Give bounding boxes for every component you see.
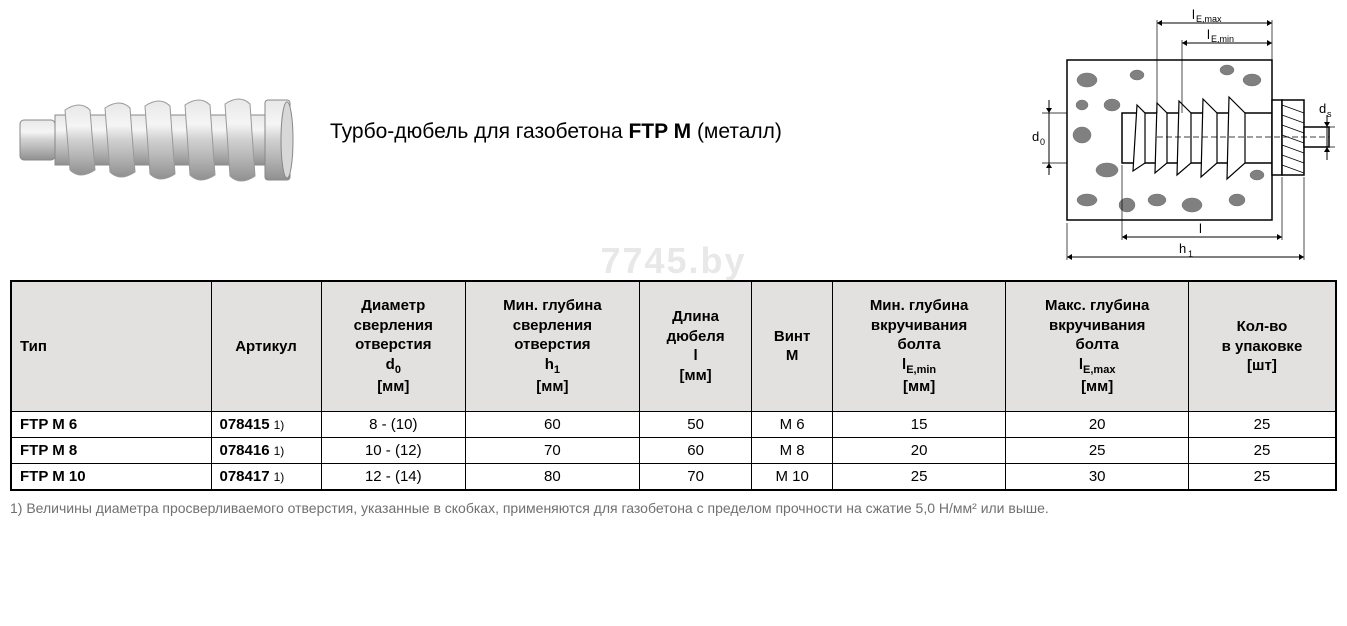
- cell-screw-max: 20: [1006, 411, 1188, 437]
- label-ds-sub: s: [1327, 109, 1332, 119]
- cell-qty: 25: [1188, 437, 1336, 463]
- label-le-max: l: [1192, 7, 1195, 22]
- header-qty: Кол-вов упаковке[шт]: [1188, 281, 1336, 411]
- cell-dowel-len: 60: [639, 437, 752, 463]
- spec-table-container: Тип Артикул Диаметрсверленияотверстияd0[…: [0, 280, 1347, 491]
- cell-dowel-len: 70: [639, 463, 752, 490]
- cell-drill-dia: 8 - (10): [321, 411, 466, 437]
- header-dowel-len: Длинадюбеляl[мм]: [639, 281, 752, 411]
- cell-screw-min: 25: [832, 463, 1006, 490]
- cell-screw-min: 20: [832, 437, 1006, 463]
- header-drill-dia: Диаметрсверленияотверстияd0[мм]: [321, 281, 466, 411]
- label-d0-sub: 0: [1040, 137, 1045, 147]
- table-header-row: Тип Артикул Диаметрсверленияотверстияd0[…: [11, 281, 1336, 411]
- header-screw-min: Мин. глубинавкручиванияболтаlE,min[мм]: [832, 281, 1006, 411]
- watermark: 7745.by: [600, 240, 746, 282]
- footnote: 1) Величины диаметра просверливаемого от…: [0, 491, 1347, 527]
- cell-type: FTP M 6: [11, 411, 211, 437]
- cell-screw: M 8: [752, 437, 832, 463]
- cell-dowel-len: 50: [639, 411, 752, 437]
- product-model: FTP M: [628, 120, 691, 143]
- cell-type: FTP M 8: [11, 437, 211, 463]
- label-h1: h: [1179, 241, 1186, 256]
- cell-drill-dia: 12 - (14): [321, 463, 466, 490]
- table-row: FTP M 6 0784151) 8 - (10) 60 50 M 6 15 2…: [11, 411, 1336, 437]
- cell-screw: M 6: [752, 411, 832, 437]
- technical-drawing: l E,max l E,min d 0 d s: [1027, 5, 1337, 265]
- cell-screw-max: 25: [1006, 437, 1188, 463]
- table-row: FTP M 8 0784161) 10 - (12) 70 60 M 8 20 …: [11, 437, 1336, 463]
- label-d0: d: [1032, 129, 1039, 144]
- cell-article: 0784171): [211, 463, 321, 490]
- label-le-min-sub: E,min: [1211, 34, 1234, 44]
- cell-drill-depth: 60: [466, 411, 640, 437]
- label-ds: d: [1319, 101, 1326, 116]
- header-screw-max: Макс. глубинавкручиванияболтаlE,max[мм]: [1006, 281, 1188, 411]
- label-le-min: l: [1207, 27, 1210, 42]
- label-le-max-sub: E,max: [1196, 14, 1222, 24]
- product-title: Турбо-дюбель для газобетона FTP M (метал…: [330, 120, 782, 144]
- spec-table: Тип Артикул Диаметрсверленияотверстияd0[…: [10, 280, 1337, 491]
- cell-drill-depth: 70: [466, 437, 640, 463]
- header-screw: ВинтM: [752, 281, 832, 411]
- cell-screw-max: 30: [1006, 463, 1188, 490]
- cell-qty: 25: [1188, 463, 1336, 490]
- header-type: Тип: [11, 281, 211, 411]
- header-article: Артикул: [211, 281, 321, 411]
- cell-article: 0784151): [211, 411, 321, 437]
- product-image: [10, 50, 310, 230]
- table-row: FTP M 10 0784171) 12 - (14) 80 70 M 10 2…: [11, 463, 1336, 490]
- cell-qty: 25: [1188, 411, 1336, 437]
- label-l: l: [1199, 221, 1202, 236]
- top-section: Турбо-дюбель для газобетона FTP M (метал…: [0, 0, 1347, 280]
- cell-drill-dia: 10 - (12): [321, 437, 466, 463]
- header-drill-depth: Мин. глубинасверленияотверстияh1[мм]: [466, 281, 640, 411]
- cell-screw-min: 15: [832, 411, 1006, 437]
- cell-drill-depth: 80: [466, 463, 640, 490]
- label-h1-sub: 1: [1188, 249, 1193, 259]
- cell-article: 0784161): [211, 437, 321, 463]
- cell-screw: M 10: [752, 463, 832, 490]
- cell-type: FTP M 10: [11, 463, 211, 490]
